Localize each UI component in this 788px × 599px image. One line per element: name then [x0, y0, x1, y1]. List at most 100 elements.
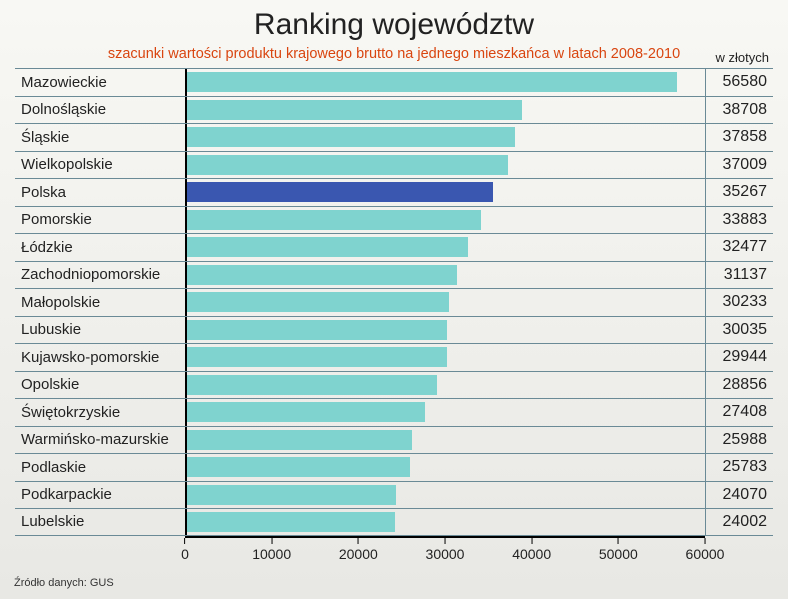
- tick-label: 50000: [599, 546, 638, 562]
- bar: [187, 155, 508, 175]
- bar: [187, 182, 493, 202]
- table-row: Mazowieckie 56580: [15, 68, 773, 96]
- bar: [187, 265, 457, 285]
- table-row: Lubelskie 24002: [15, 508, 773, 536]
- row-label: Świętokrzyskie: [15, 399, 185, 426]
- bar: [187, 485, 396, 505]
- bar: [187, 457, 410, 477]
- bar: [187, 375, 437, 395]
- row-value: 30035: [705, 317, 773, 344]
- row-label: Podlaskie: [15, 454, 185, 481]
- bar: [187, 237, 468, 257]
- bar-cell: [185, 509, 705, 535]
- row-value: 25988: [705, 427, 773, 454]
- table-row: Warmińsko-mazurskie 25988: [15, 426, 773, 454]
- row-value: 29944: [705, 344, 773, 371]
- tick-label: 20000: [339, 546, 378, 562]
- table-row: Śląskie37858: [15, 123, 773, 151]
- table-row: Dolnośląskie38708: [15, 96, 773, 124]
- bar-cell: [185, 399, 705, 426]
- bar: [187, 402, 425, 422]
- bar-cell: [185, 427, 705, 454]
- tick-label: 10000: [252, 546, 291, 562]
- chart-title: Ranking województw: [14, 8, 774, 42]
- bar-cell: [185, 317, 705, 344]
- row-label: Mazowieckie: [15, 69, 185, 96]
- bar-cell: [185, 262, 705, 289]
- row-label: Warmińsko-mazurskie: [15, 427, 185, 454]
- tick-label: 40000: [512, 546, 551, 562]
- tick-label: 60000: [686, 546, 725, 562]
- bar: [187, 72, 677, 92]
- bar-cell: [185, 207, 705, 234]
- row-value: 24002: [705, 509, 773, 535]
- bar: [187, 292, 449, 312]
- tick-line: [445, 538, 446, 544]
- row-label: Podkarpackie: [15, 482, 185, 509]
- row-value: 56580: [705, 69, 773, 96]
- axis-wrap: 0 10000 20000 30000 40000 50000 60000: [15, 536, 773, 566]
- bar: [187, 100, 522, 120]
- row-value: 32477: [705, 234, 773, 261]
- table-row: Łódzkie 32477: [15, 233, 773, 261]
- bar: [187, 210, 481, 230]
- table-row: Opolskie 28856: [15, 371, 773, 399]
- source-label: Źródło danych: GUS: [14, 577, 114, 589]
- row-value: 37009: [705, 152, 773, 179]
- row-value: 24070: [705, 482, 773, 509]
- table-row: Podkarpackie 24070: [15, 481, 773, 509]
- tick-line: [618, 538, 619, 544]
- unit-label: w złotych: [716, 50, 769, 65]
- row-value: 37858: [705, 124, 773, 151]
- tick-line: [271, 538, 272, 544]
- tick-label: 30000: [426, 546, 465, 562]
- row-label: Łódzkie: [15, 234, 185, 261]
- axis-tick: 50000: [599, 538, 638, 562]
- table-row: Wielkopolskie 37009: [15, 151, 773, 179]
- bar: [187, 430, 412, 450]
- bar-cell: [185, 124, 705, 151]
- row-label: Lubuskie: [15, 317, 185, 344]
- row-label: Opolskie: [15, 372, 185, 399]
- row-label: Małopolskie: [15, 289, 185, 316]
- row-value: 38708: [705, 97, 773, 124]
- row-label: Polska: [15, 179, 185, 206]
- bar: [187, 512, 395, 532]
- x-axis: 0100002000030000400005000060000: [185, 536, 705, 566]
- row-value: 28856: [705, 372, 773, 399]
- bar-cell: [185, 482, 705, 509]
- row-value: 35267: [705, 179, 773, 206]
- table-row: Pomorskie 33883: [15, 206, 773, 234]
- axis-tick: 60000: [686, 538, 725, 562]
- table-row: Podlaskie25783: [15, 453, 773, 481]
- row-value: 30233: [705, 289, 773, 316]
- axis-tick: 10000: [252, 538, 291, 562]
- tick-line: [184, 538, 185, 544]
- row-label: Pomorskie: [15, 207, 185, 234]
- bar-cell: [185, 344, 705, 371]
- axis-tick: 0: [181, 538, 189, 562]
- bar-cell: [185, 372, 705, 399]
- bar-cell: [185, 69, 705, 96]
- row-label: Kujawsko-pomorskie: [15, 344, 185, 371]
- axis-tick: 40000: [512, 538, 551, 562]
- table-row: Świętokrzyskie27408: [15, 398, 773, 426]
- table-row: Lubuskie 30035: [15, 316, 773, 344]
- table-row: Kujawsko-pomorskie 29944: [15, 343, 773, 371]
- row-label: Wielkopolskie: [15, 152, 185, 179]
- row-label: Lubelskie: [15, 509, 185, 535]
- bar: [187, 320, 447, 340]
- chart-subtitle: szacunki wartości produktu krajowego bru…: [14, 46, 774, 62]
- bar-cell: [185, 234, 705, 261]
- bar-cell: [185, 152, 705, 179]
- bar: [187, 127, 515, 147]
- bar-cell: [185, 179, 705, 206]
- bar-cell: [185, 97, 705, 124]
- chart-area: w złotych Mazowieckie56580Dolnośląskie38…: [15, 68, 773, 536]
- row-value: 33883: [705, 207, 773, 234]
- tick-line: [358, 538, 359, 544]
- axis-tick: 20000: [339, 538, 378, 562]
- row-label: Zachodniopomorskie: [15, 262, 185, 289]
- bar-cell: [185, 289, 705, 316]
- tick-line: [531, 538, 532, 544]
